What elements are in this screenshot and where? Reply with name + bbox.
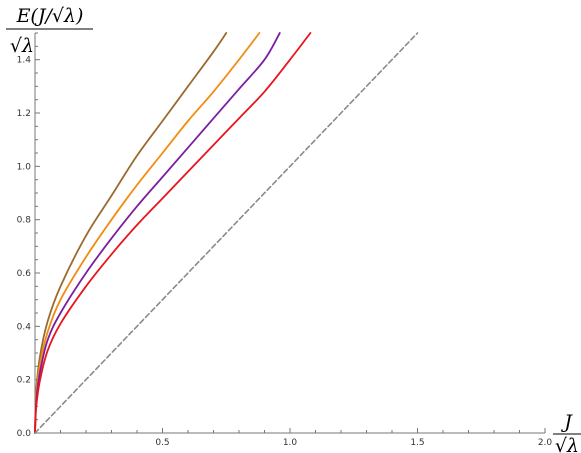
y-axis-label-numerator: E(J/√λ) xyxy=(16,5,84,27)
x-tick-label: 0.5 xyxy=(155,438,169,448)
x-tick-label: 1.5 xyxy=(410,438,424,448)
x-axis-label-denominator: √λ xyxy=(555,435,579,453)
series-line-2 xyxy=(34,32,261,434)
reference-line xyxy=(34,32,419,434)
series-line-4 xyxy=(34,32,312,434)
x-axis-label-numerator: J xyxy=(560,411,573,433)
series-line-3 xyxy=(34,32,281,434)
series-line-1 xyxy=(34,32,228,434)
axes xyxy=(34,33,545,434)
ticks: 0.5 1.0 1.5 2.0 0.0 0.2 0.4 0.6 0.8 1.0 1.2 1.4 xyxy=(17,32,553,448)
y-tick-label: 0.8 xyxy=(17,216,32,226)
y-tick-label: 1.2 xyxy=(17,109,31,119)
y-tick-label: 1.4 xyxy=(17,56,32,66)
y-tick-label: 0.2 xyxy=(17,376,31,386)
y-tick-label: 1.0 xyxy=(17,162,32,172)
y-tick-label: 0.4 xyxy=(17,322,32,332)
y-tick-label: 0.6 xyxy=(17,269,32,279)
series-group xyxy=(34,32,419,434)
y-axis-label: E(J/√λ) √λ xyxy=(6,5,93,57)
y-axis-label-denominator: √λ xyxy=(10,35,34,57)
x-tick-label: 1.0 xyxy=(283,438,298,448)
x-axis-label: J √λ xyxy=(553,411,581,453)
x-tick-label: 2.0 xyxy=(538,438,553,448)
y-tick-label: 0.0 xyxy=(17,429,32,439)
